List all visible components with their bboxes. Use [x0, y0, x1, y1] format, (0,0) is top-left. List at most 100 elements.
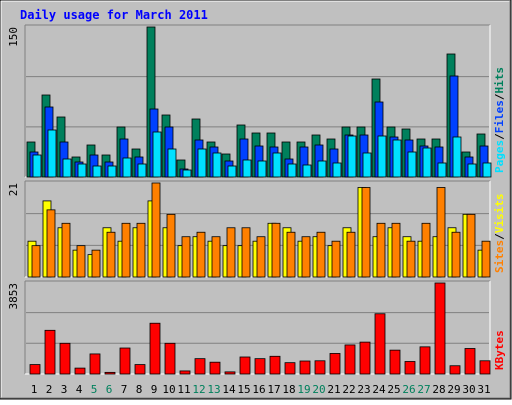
day-label-24: 24: [372, 383, 386, 396]
bar-pages-day-15: [242, 159, 252, 178]
bar-pages-day-19: [302, 164, 312, 178]
bar-sites-day-22: [346, 231, 356, 278]
legend-visits: Visits: [493, 194, 506, 234]
bar-kbytes-day-16: [254, 358, 266, 375]
y-max-label-1: 21: [7, 183, 20, 196]
bar-pages-day-5: [92, 165, 102, 178]
bar-kbytes-day-14: [224, 371, 236, 375]
bar-kbytes-day-1: [29, 364, 41, 375]
day-label-8: 8: [136, 383, 143, 396]
bar-kbytes-day-21: [329, 353, 341, 375]
day-label-19: 19: [297, 383, 310, 396]
legend-separator: /: [493, 233, 506, 240]
bar-sites-day-31: [481, 240, 491, 278]
bar-pages-day-18: [287, 163, 297, 178]
day-label-31: 31: [477, 383, 490, 396]
bar-sites-day-14: [226, 227, 236, 278]
bar-sites-day-1: [31, 245, 41, 278]
bar-kbytes-day-5: [89, 353, 101, 375]
day-label-5: 5: [91, 383, 98, 396]
bar-sites-day-19: [301, 236, 311, 278]
bar-pages-day-2: [47, 129, 57, 178]
day-label-25: 25: [387, 383, 400, 396]
day-label-27: 27: [417, 383, 430, 396]
bar-kbytes-day-23: [359, 341, 371, 375]
bar-sites-day-24: [376, 222, 386, 278]
bar-sites-day-18: [286, 231, 296, 278]
bar-pages-day-6: [107, 165, 117, 178]
legend-files: Files: [493, 100, 506, 133]
bar-sites-day-12: [196, 231, 206, 278]
bar-sites-day-13: [211, 236, 221, 278]
bar-sites-day-29: [451, 231, 461, 278]
bar-sites-day-11: [181, 236, 191, 278]
bar-kbytes-day-11: [179, 370, 191, 375]
bar-sites-day-5: [91, 249, 101, 278]
bar-pages-day-13: [212, 152, 222, 178]
legend-2: KBytes: [493, 330, 506, 370]
bar-kbytes-day-31: [479, 360, 491, 375]
bar-pages-day-11: [182, 169, 192, 178]
bar-pages-day-3: [62, 158, 72, 178]
bar-pages-day-7: [122, 157, 132, 178]
bar-kbytes-day-27: [419, 346, 431, 375]
legend-sites: Sites: [493, 240, 506, 273]
bar-sites-day-26: [406, 240, 416, 278]
bar-kbytes-day-10: [164, 342, 176, 375]
day-label-29: 29: [447, 383, 460, 396]
bar-kbytes-day-25: [389, 349, 401, 375]
day-label-17: 17: [267, 383, 280, 396]
bar-kbytes-day-4: [74, 367, 86, 375]
bar-pages-day-28: [437, 162, 447, 178]
bar-pages-day-24: [377, 135, 387, 178]
bar-pages-day-17: [272, 152, 282, 178]
day-label-28: 28: [432, 383, 445, 396]
legend-separator: /: [493, 133, 506, 140]
day-label-6: 6: [106, 383, 113, 396]
day-label-4: 4: [76, 383, 83, 396]
legend-0: Pages/Files/Hits: [493, 67, 506, 173]
bar-sites-day-25: [391, 222, 401, 278]
bar-kbytes-day-15: [239, 356, 251, 375]
day-label-16: 16: [252, 383, 265, 396]
bar-pages-day-9: [152, 131, 162, 178]
bar-sites-day-2: [46, 209, 56, 278]
bar-sites-day-30: [466, 213, 476, 278]
legend-separator: /: [493, 93, 506, 100]
day-label-9: 9: [151, 383, 158, 396]
day-label-18: 18: [282, 383, 295, 396]
legend-text-2: KBytes: [493, 330, 506, 370]
day-label-11: 11: [177, 383, 190, 396]
bar-sites-day-27: [421, 222, 431, 278]
day-label-10: 10: [162, 383, 175, 396]
day-label-3: 3: [61, 383, 68, 396]
y-max-label-2: 3853: [7, 283, 20, 310]
bar-kbytes-day-8: [134, 364, 146, 375]
day-label-21: 21: [327, 383, 340, 396]
bar-kbytes-day-2: [44, 329, 56, 375]
bar-pages-day-21: [332, 162, 342, 178]
day-label-30: 30: [462, 383, 475, 396]
bar-sites-day-4: [76, 245, 86, 278]
bar-sites-day-6: [106, 231, 116, 278]
chart-panels: 150Pages/Files/Hits21Sites/Visits3853KBy…: [7, 24, 506, 375]
day-label-1: 1: [31, 383, 38, 396]
bar-sites-day-15: [241, 227, 251, 278]
day-label-20: 20: [312, 383, 325, 396]
day-label-13: 13: [207, 383, 220, 396]
bar-sites-day-17: [271, 222, 281, 278]
bar-pages-day-26: [407, 151, 417, 178]
y-max-label-0: 150: [7, 27, 20, 47]
day-label-15: 15: [237, 383, 250, 396]
bar-kbytes-day-24: [374, 313, 386, 375]
bar-kbytes-day-19: [299, 360, 311, 375]
bar-pages-day-30: [467, 163, 477, 178]
bar-kbytes-day-29: [449, 365, 461, 375]
bar-sites-day-21: [331, 240, 341, 278]
legend-text-1: Sites/Visits: [493, 194, 506, 274]
bar-sites-day-28: [436, 187, 446, 278]
bar-pages-day-27: [422, 147, 432, 178]
bar-kbytes-day-22: [344, 344, 356, 375]
bar-pages-day-4: [77, 163, 87, 178]
